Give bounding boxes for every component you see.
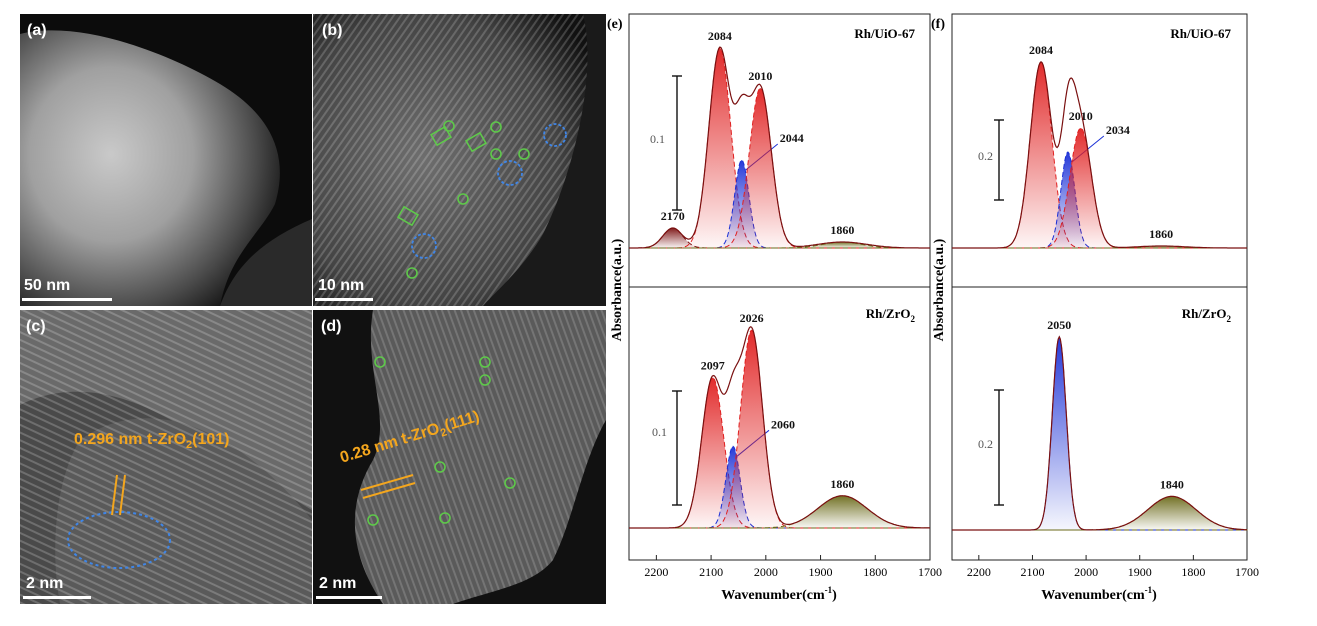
rh-single-atom-markers-d [367,356,516,526]
peak-label-2034-f-top: 2034 [1106,123,1130,137]
xtick-1900-e: 1900 [809,565,833,579]
xtick-1700-e: 1700 [918,565,942,579]
micrograph-b: (b) 10 nm [313,14,606,306]
peak-label-2097-e-bottom: 2097 [701,359,725,373]
lattice-annotation-c: 0.296 nm t-ZrO2(101) [74,431,230,452]
peak-label-2084-f-top: 2084 [1029,43,1053,57]
xtick-1800-f: 1800 [1181,565,1205,579]
peak-label-2084-e-top: 2084 [708,29,732,43]
peak-label-2050-f-bottom: 2050 [1047,318,1071,332]
scale-bar-label-f-bottom: 0.2 [978,437,993,451]
envelope-f-bottom [952,335,1247,531]
scale-text-b: 10 nm [318,277,365,294]
micrograph-d-image [313,310,606,604]
xlabel-f: Wavenumber(cm-1) [1041,585,1157,603]
peak-2010-f-top [952,127,1247,249]
xtick-1800-e: 1800 [863,565,887,579]
ylabel-e: Absorbance(a.u.) [610,238,625,341]
subplot-title-f-top: Rh/UiO-67 [1170,26,1231,41]
scale-bar-b [315,298,373,301]
peak-label-2060-e-bottom: 2060 [771,417,795,431]
rh-cluster-markers [411,123,567,259]
peak-label-2010-f-top: 2010 [1069,109,1093,123]
micrograph-a: (a) 50 nm [20,14,312,306]
scale-bar-label-e-top: 0.1 [650,132,665,146]
peak-label-1860-f-top: 1860 [1149,227,1173,241]
zro2-region-marker [67,511,171,569]
peak-2010-e-top [629,87,930,249]
envelope-e-bottom [629,326,930,529]
peak-label-2026-e-bottom: 2026 [740,311,764,325]
peak-2060-e-bottom [629,445,930,529]
subplot-title-e-top: Rh/UiO-67 [854,26,915,41]
panel-label-e: (e) [607,17,623,32]
peak-label-2044-e-top: 2044 [780,131,804,145]
ir-spectra-figure: (e) (f) Absorbance(a.u.) Absorbance(a.u.… [607,13,1259,603]
peak-label-2010-e-top: 2010 [748,69,772,83]
xtick-1900-f: 1900 [1128,565,1152,579]
panel-label-b: (b) [322,22,343,39]
panel-label-a: (a) [27,22,47,39]
xtick-2000-e: 2000 [754,565,778,579]
peak-label-2170-e-top: 2170 [661,209,685,223]
scale-bar-label-f-top: 0.2 [978,149,993,163]
scale-bar-c [23,596,91,599]
xtick-2000-f: 2000 [1074,565,1098,579]
xtick-2200-e: 2200 [644,565,668,579]
panel-label-c: (c) [26,318,46,335]
xlabel-e: Wavenumber(cm-1) [721,585,837,603]
micrograph-c: (c) 0.296 nm t-ZrO2(101) 2 nm [20,310,312,604]
envelope-e-top [629,46,930,249]
micrograph-a-image [20,14,312,306]
micrograph-b-image [313,14,606,306]
rh-single-atom-markers [396,120,530,279]
panel-label-d: (d) [321,318,342,335]
xtick-1700-f: 1700 [1235,565,1259,579]
peak-1840-f-bottom [952,495,1248,531]
peak-2050-f-bottom [952,335,1247,531]
panel-label-f: (f) [931,17,945,32]
peak-label-1860-e-bottom: 1860 [830,477,854,491]
scale-text-d: 2 nm [319,575,357,592]
xtick-2100-e: 2100 [699,565,723,579]
peak-1860-e-top [629,241,930,249]
envelope-f-top [952,61,1247,249]
micrograph-d: (d) 0.28 nm t-ZrO2(111) 2 nm [313,310,606,604]
scale-bar-label-e-bottom: 0.1 [652,425,667,439]
xtick-2100-f: 2100 [1020,565,1044,579]
scale-bar-d [316,596,382,599]
subplot-title-f-bottom: Rh/ZrO2 [1182,306,1232,324]
scale-bar-a [22,298,112,301]
peak-label-1860-e-top: 1860 [830,223,854,237]
xtick-2200-f: 2200 [967,565,991,579]
scale-text-c: 2 nm [26,575,64,592]
micrograph-c-image [20,310,312,604]
ylabel-f: Absorbance(a.u.) [932,238,947,341]
peak-label-1840-f-bottom: 1840 [1160,477,1184,491]
subplot-title-e-bottom: Rh/ZrO2 [866,306,916,324]
scale-text-a: 50 nm [24,277,71,294]
